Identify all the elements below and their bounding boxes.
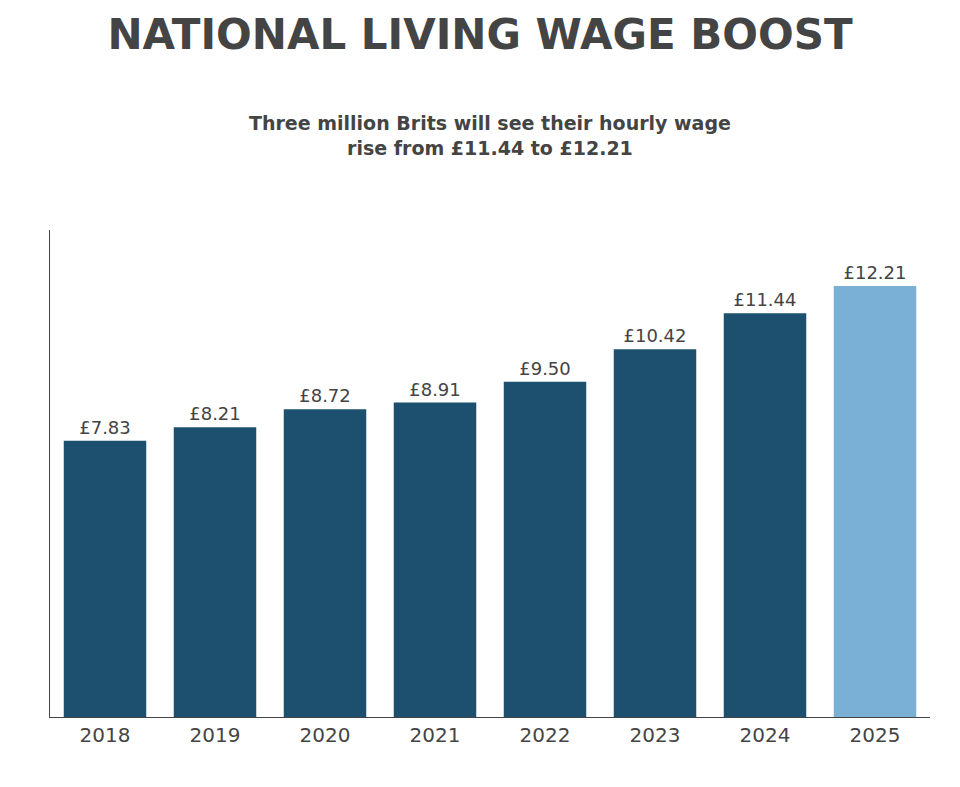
- svg-text:£8.91: £8.91: [409, 379, 461, 400]
- svg-text:£9.50: £9.50: [519, 358, 571, 379]
- svg-text:£8.72: £8.72: [299, 385, 351, 406]
- svg-text:2022: 2022: [520, 723, 571, 747]
- svg-text:2025: 2025: [850, 723, 901, 747]
- svg-text:2020: 2020: [300, 723, 351, 747]
- svg-text:2019: 2019: [190, 723, 241, 747]
- svg-text:NATIONAL LIVING WAGE BOOST: NATIONAL LIVING WAGE BOOST: [107, 10, 853, 59]
- svg-text:2024: 2024: [740, 723, 791, 747]
- svg-text:£8.21: £8.21: [189, 403, 241, 424]
- svg-text:2018: 2018: [80, 723, 131, 747]
- svg-text:£7.83: £7.83: [79, 417, 131, 438]
- svg-text:£12.21: £12.21: [844, 262, 907, 283]
- svg-text:£11.44: £11.44: [734, 289, 797, 310]
- svg-text:£10.42: £10.42: [624, 325, 687, 346]
- svg-text:2021: 2021: [410, 723, 461, 747]
- svg-text:Three million Brits will see t: Three million Brits will see their hourl…: [249, 112, 731, 159]
- svg-text:2023: 2023: [630, 723, 681, 747]
